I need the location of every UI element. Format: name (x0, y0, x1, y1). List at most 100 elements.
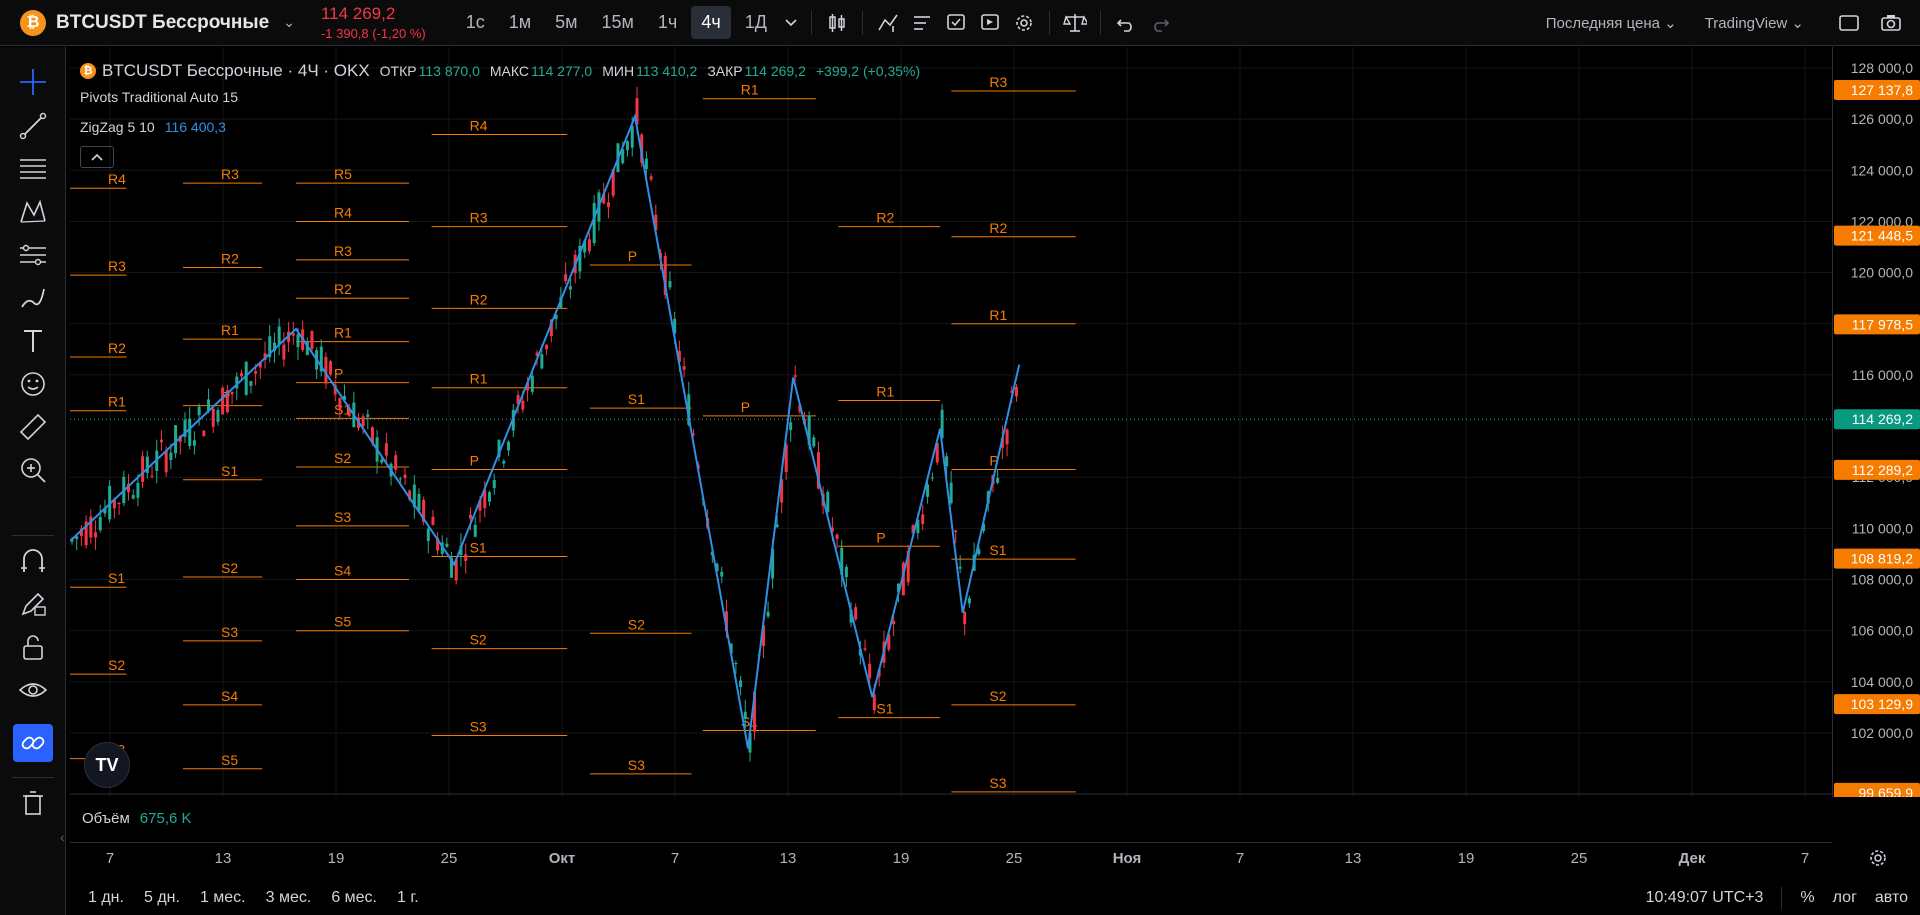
candle-body (535, 352, 539, 357)
eye-icon[interactable] (13, 671, 53, 709)
chevron-down-icon[interactable]: ⌄ (283, 14, 295, 30)
range-1d[interactable]: 1 дн. (88, 888, 124, 906)
price-tag-label: 114 269,2 (1852, 411, 1913, 427)
candle-body (268, 336, 272, 358)
interval-15m[interactable]: 15м (601, 12, 634, 32)
candle-body (897, 583, 901, 592)
trend-line-icon[interactable] (13, 107, 53, 145)
symbol-search[interactable]: ₿ BTCUSDT Бессрочные ⌄ (0, 0, 321, 46)
candle-body (403, 474, 407, 479)
candle-body (112, 499, 116, 509)
lock-drawings-edit-icon[interactable] (13, 585, 53, 623)
price-tag-label: 103 129,9 (1851, 696, 1913, 712)
candle-body (564, 274, 568, 282)
auto-scale-toggle[interactable]: авто (1874, 888, 1908, 906)
pattern-icon[interactable] (13, 193, 53, 231)
log-scale-toggle[interactable]: лог (1832, 888, 1857, 906)
time-tick-label: 7 (1236, 850, 1244, 867)
ruler-icon[interactable] (13, 408, 53, 446)
candle-body (473, 524, 477, 537)
candle-body (310, 330, 314, 350)
legend-title[interactable]: BTCUSDT Бессрочные · 4Ч · OKX (102, 61, 370, 80)
candle-body (478, 499, 482, 511)
collapse-legend-button[interactable] (80, 146, 114, 168)
indicator-zigzag[interactable]: ZigZag 5 10 116 400,3 (80, 112, 930, 142)
collapse-toolbar-icon[interactable]: ‹ (60, 829, 65, 845)
trash-icon[interactable] (13, 784, 53, 822)
candle-body (549, 319, 553, 336)
pivot-label: S1 (628, 391, 645, 407)
datasource-dropdown[interactable]: TradingView ⌄ (1704, 15, 1804, 32)
pivot-label: R2 (989, 220, 1007, 236)
magnet-icon[interactable] (13, 542, 53, 580)
main-chart[interactable]: R4 R3 R2 R1 S1 S2 S3 R3 R2 R1 P S1 S2 S3 S4 S5 R5 R4 R3 R2 R… (70, 47, 1833, 797)
candle-body (906, 550, 910, 583)
axis-settings-gear-icon[interactable] (1868, 848, 1888, 873)
interval-1h[interactable]: 1ч (657, 12, 678, 32)
templates-icon[interactable] (905, 6, 939, 40)
redo-icon[interactable] (1143, 6, 1177, 40)
brush-icon[interactable] (13, 279, 53, 317)
tradingview-logo-icon[interactable]: TV (84, 742, 130, 788)
candle-body (483, 489, 487, 509)
candle-body (398, 478, 402, 480)
candle-body (663, 256, 667, 295)
candle-body (497, 440, 501, 458)
range-6m[interactable]: 6 мес. (331, 888, 377, 906)
interval-dropdown-icon[interactable] (779, 6, 803, 40)
interval-1m[interactable]: 1м (508, 12, 532, 32)
high-value: 114 277,0 (530, 63, 593, 79)
candle-body (211, 408, 215, 427)
undo-icon[interactable] (1109, 6, 1143, 40)
zoom-icon[interactable] (13, 451, 53, 489)
fib-retracement-icon[interactable] (13, 150, 53, 188)
interval-1s[interactable]: 1с (465, 12, 485, 32)
time-tick-label: 19 (1458, 850, 1475, 867)
candle-body (394, 455, 398, 470)
alert-icon[interactable] (939, 6, 973, 40)
candle-body (734, 663, 738, 665)
range-1y[interactable]: 1 г. (397, 888, 419, 906)
candle-body (677, 350, 681, 362)
candle-body (89, 516, 93, 538)
price-tick-label: 102 000,0 (1851, 725, 1913, 741)
indicator-pivots[interactable]: Pivots Traditional Auto 15 (80, 82, 930, 112)
forecast-tools-icon[interactable] (13, 236, 53, 274)
indicators-icon[interactable] (871, 6, 905, 40)
percent-scale-toggle[interactable]: % (1800, 888, 1815, 906)
interval-1d[interactable]: 1Д (744, 12, 767, 32)
range-3m[interactable]: 3 мес. (265, 888, 312, 906)
settings-gear-icon[interactable] (1007, 6, 1041, 40)
candle-body (183, 419, 187, 437)
scales-icon[interactable] (1058, 6, 1092, 40)
unlock-icon[interactable] (13, 628, 53, 666)
text-tool-icon[interactable] (13, 322, 53, 360)
candles-chart-type-icon[interactable] (820, 6, 854, 40)
interval-5m[interactable]: 5м (555, 12, 578, 32)
candle-body (258, 363, 262, 368)
candle-body (602, 193, 606, 204)
ohlc-row: ₿ BTCUSDT Бессрочные · 4Ч · OKX ОТКР 113… (80, 60, 930, 82)
time-axis[interactable]: 7 13 19 25 Окт 7 13 19 25 Ноя 7 13 19 25 Дек 7 (70, 842, 1832, 872)
camera-icon[interactable] (1874, 6, 1908, 40)
price-axis[interactable]: 128 000,0 126 000,0 124 000,0 122 000,0 120 … (1832, 47, 1920, 797)
candle-body (384, 443, 388, 456)
candle-body (982, 523, 986, 532)
candle-body (780, 479, 784, 503)
clock-timezone[interactable]: 10:49:07 UTC+3 (1645, 888, 1764, 906)
interval-4h[interactable]: 4ч (691, 6, 731, 39)
candle-body (244, 361, 248, 395)
replay-icon[interactable] (973, 6, 1007, 40)
range-5d[interactable]: 5 дн. (143, 888, 180, 906)
fullscreen-icon[interactable] (1832, 6, 1866, 40)
sync-link-icon[interactable] (13, 724, 53, 762)
crosshair-icon[interactable] (13, 63, 53, 101)
candle-body (583, 240, 587, 253)
emoji-icon[interactable] (13, 365, 53, 403)
price-type-dropdown[interactable]: Последняя цена ⌄ (1545, 15, 1677, 32)
symbol-name[interactable]: BTCUSDT Бессрочные (56, 11, 270, 33)
candle-body (954, 530, 958, 533)
candle-body (692, 433, 695, 435)
range-1m[interactable]: 1 мес. (199, 888, 246, 906)
candle-body (812, 437, 816, 447)
